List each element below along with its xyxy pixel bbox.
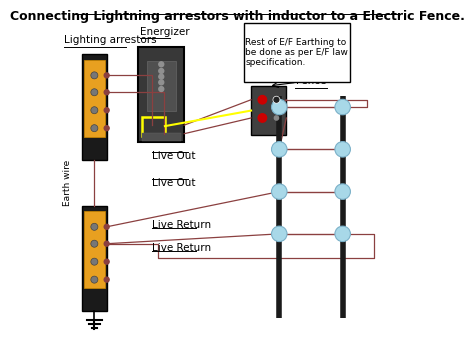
- Circle shape: [335, 99, 350, 115]
- Text: Fence: Fence: [296, 76, 326, 86]
- Circle shape: [258, 95, 266, 104]
- Bar: [244, 22, 350, 82]
- Text: Live Out: Live Out: [153, 178, 196, 187]
- Circle shape: [159, 74, 164, 79]
- Circle shape: [91, 240, 98, 247]
- Circle shape: [104, 90, 109, 95]
- Circle shape: [272, 226, 287, 242]
- Circle shape: [91, 276, 98, 283]
- Circle shape: [104, 241, 109, 246]
- Text: Rest of E/F Earthing to
be done as per E/F law
specification.: Rest of E/F Earthing to be done as per E…: [246, 38, 348, 67]
- Circle shape: [104, 224, 109, 229]
- Circle shape: [104, 108, 109, 113]
- Text: Connecting Lightning arrestors with inductor to a Electric Fence.: Connecting Lightning arrestors with indu…: [9, 10, 465, 23]
- Circle shape: [91, 125, 98, 132]
- Circle shape: [104, 277, 109, 282]
- Bar: [146, 61, 176, 111]
- Bar: [138, 47, 184, 142]
- Circle shape: [91, 107, 98, 114]
- Text: Earth wire: Earth wire: [63, 160, 72, 206]
- Bar: [82, 54, 107, 160]
- Circle shape: [91, 72, 98, 79]
- Circle shape: [104, 259, 109, 264]
- Circle shape: [104, 73, 109, 78]
- Bar: [84, 211, 105, 288]
- Circle shape: [273, 96, 280, 103]
- Bar: [84, 60, 105, 137]
- Text: Live Out: Live Out: [153, 151, 196, 161]
- Circle shape: [272, 184, 287, 200]
- Circle shape: [159, 80, 164, 85]
- Circle shape: [104, 126, 109, 131]
- Bar: [142, 133, 181, 141]
- Circle shape: [91, 223, 98, 230]
- Circle shape: [258, 114, 266, 122]
- Circle shape: [274, 116, 279, 120]
- Circle shape: [335, 226, 350, 242]
- Circle shape: [159, 62, 164, 67]
- Text: Lighting arrestors: Lighting arrestors: [64, 36, 157, 45]
- Circle shape: [272, 142, 287, 157]
- Circle shape: [91, 258, 98, 265]
- Circle shape: [159, 69, 164, 73]
- Text: Live Return: Live Return: [153, 220, 211, 230]
- Circle shape: [335, 142, 350, 157]
- Circle shape: [335, 184, 350, 200]
- Circle shape: [91, 89, 98, 96]
- Text: Energizer: Energizer: [140, 27, 190, 37]
- Text: Live Return: Live Return: [153, 243, 211, 253]
- Bar: [142, 116, 165, 136]
- Bar: [251, 86, 286, 135]
- Circle shape: [272, 99, 287, 115]
- Bar: [82, 206, 107, 311]
- Circle shape: [159, 87, 164, 92]
